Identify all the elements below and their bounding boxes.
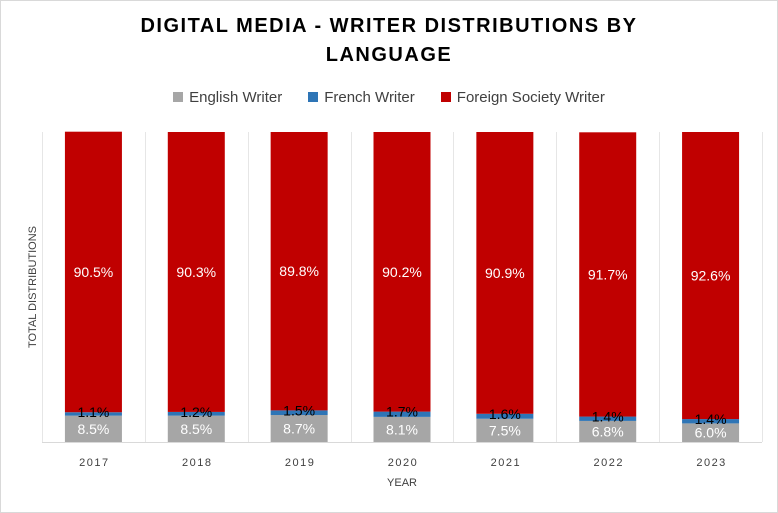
legend-label-french-writer: French Writer <box>324 88 415 106</box>
bar-foreign-society-writer-2023 <box>682 132 740 420</box>
bar-foreign-society-writer-2019 <box>270 132 328 411</box>
x-tick-label-2021: 2021 <box>491 457 521 469</box>
bar-english-writer-2020 <box>373 416 431 442</box>
data-label-english-writer-2023: 6.0% <box>695 425 727 441</box>
x-tick-label-2017: 2017 <box>79 457 109 469</box>
data-label-french-writer-2017: 1.1% <box>77 404 109 420</box>
x-tick-label-2018: 2018 <box>182 457 212 469</box>
x-tick-label-2023: 2023 <box>696 457 726 469</box>
y-axis-title: TOTAL DISTRIBUTIONS <box>27 226 39 348</box>
data-label-english-writer-2022: 6.8% <box>592 423 624 439</box>
data-label-english-writer-2020: 8.1% <box>386 421 418 437</box>
bar-english-writer-2017 <box>64 415 122 442</box>
data-label-french-writer-2018: 1.2% <box>180 404 212 420</box>
legend-label-english-writer: English Writer <box>189 88 283 106</box>
data-label-foreign-society-writer-2019: 89.8% <box>279 263 319 279</box>
data-label-french-writer-2020: 1.7% <box>386 404 418 420</box>
data-label-french-writer-2021: 1.6% <box>489 406 521 422</box>
x-tick-label-2019: 2019 <box>285 457 315 469</box>
data-label-foreign-society-writer-2017: 90.5% <box>74 264 114 280</box>
data-label-english-writer-2021: 7.5% <box>489 422 521 438</box>
bar-foreign-society-writer-2020 <box>373 132 431 412</box>
legend-item-foreign-society-writer[interactable]: Foreign Society Writer <box>440 86 605 108</box>
x-tick-label-2022: 2022 <box>593 457 623 469</box>
bar-foreign-society-writer-2017 <box>64 131 122 413</box>
chart-title-line-1: DIGITAL MEDIA - WRITER DISTRIBUTIONS BY <box>140 15 638 37</box>
legend-item-english-writer[interactable]: English Writer <box>173 86 282 108</box>
bar-french-writer-2018 <box>167 411 225 416</box>
bar-english-writer-2018 <box>167 415 225 442</box>
chart-title-line-2: LANGUAGE <box>325 44 453 66</box>
data-label-foreign-society-writer-2023: 92.6% <box>691 268 731 284</box>
data-label-english-writer-2019: 8.7% <box>283 421 315 437</box>
data-label-foreign-society-writer-2022: 91.7% <box>588 266 628 282</box>
x-tick-label-2020: 2020 <box>388 457 418 469</box>
data-label-foreign-society-writer-2021: 90.9% <box>485 265 525 281</box>
data-label-french-writer-2019: 1.5% <box>283 402 315 418</box>
bar-french-writer-2019 <box>270 410 328 416</box>
bar-foreign-society-writer-2022 <box>579 132 637 417</box>
legend: English Writer French Writer Foreign Soc… <box>0 86 778 108</box>
legend-swatch-english-writer <box>173 92 184 102</box>
data-label-foreign-society-writer-2018: 90.3% <box>176 264 216 280</box>
bar-english-writer-2021 <box>476 418 534 442</box>
chart-title: DIGITAL MEDIA - WRITER DISTRIBUTIONS BY … <box>0 12 778 70</box>
bar-french-writer-2020 <box>373 411 431 417</box>
data-label-english-writer-2017: 8.5% <box>77 421 109 437</box>
legend-swatch-foreign-society-writer <box>440 92 451 102</box>
data-label-french-writer-2022: 1.4% <box>592 409 624 425</box>
data-label-english-writer-2018: 8.5% <box>180 421 212 437</box>
bar-french-writer-2022 <box>579 416 637 421</box>
data-label-foreign-society-writer-2020: 90.2% <box>382 264 422 280</box>
bar-english-writer-2023 <box>682 423 740 442</box>
data-label-french-writer-2023: 1.4% <box>695 411 727 427</box>
bar-english-writer-2019 <box>270 415 328 442</box>
x-axis-title: YEAR <box>387 477 417 489</box>
bar-english-writer-2022 <box>579 420 637 442</box>
legend-item-french-writer[interactable]: French Writer <box>308 86 415 108</box>
bar-foreign-society-writer-2021 <box>476 132 534 414</box>
legend-label-foreign-society-writer: Foreign Society Writer <box>456 88 605 106</box>
bar-french-writer-2023 <box>682 419 740 424</box>
bar-foreign-society-writer-2018 <box>167 132 225 412</box>
legend-swatch-french-writer <box>308 92 319 102</box>
bar-french-writer-2017 <box>64 412 122 416</box>
bar-french-writer-2021 <box>476 413 534 419</box>
